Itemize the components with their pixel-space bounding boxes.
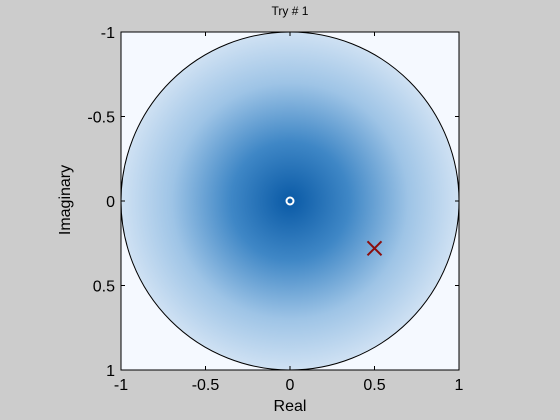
- x-tick-label: -1: [114, 377, 128, 394]
- x-tick-label: 1: [455, 377, 464, 394]
- x-tick-label: 0.5: [363, 377, 385, 394]
- y-tick-label: 0.5: [93, 279, 115, 296]
- y-tick-label: 0: [106, 194, 115, 211]
- x-tick-label: -0.5: [192, 377, 220, 394]
- axis-ticks: -1 -0.5 0 0.5 1-1-0.500.51: [87, 25, 463, 394]
- chart-title: Try # 1: [271, 4, 309, 18]
- pole-marker: [366, 240, 383, 257]
- chart-markers: [285, 196, 383, 257]
- y-tick-label: 1: [106, 363, 115, 380]
- zero-marker: [285, 196, 295, 206]
- y-tick-label: -1: [101, 25, 115, 42]
- x-tick-label: 0: [286, 377, 295, 394]
- y-tick-label: -0.5: [87, 110, 115, 127]
- x-axis-label: Real: [273, 398, 307, 415]
- unit-circle: [120, 31, 460, 371]
